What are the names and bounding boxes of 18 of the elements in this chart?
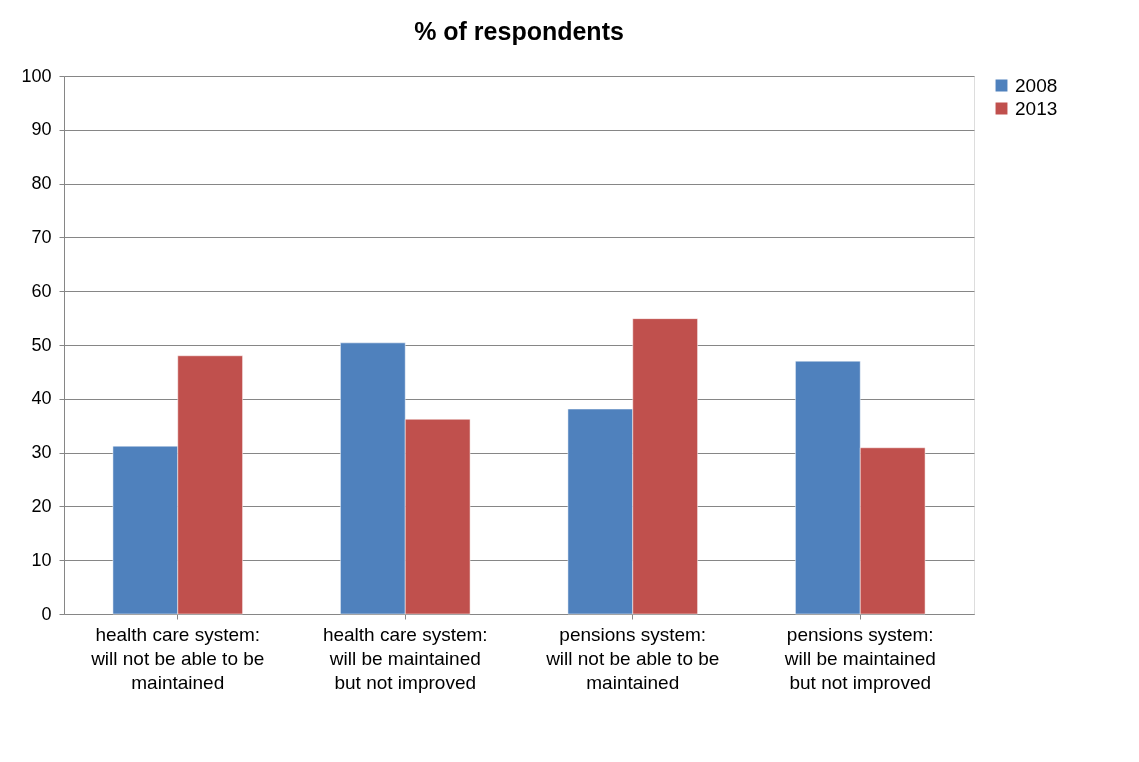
y-tick-label: 10 (31, 549, 52, 570)
y-tick-label: 80 (31, 173, 52, 194)
y-tick-label: 50 (31, 334, 52, 355)
chart-title: % of respondents (414, 17, 624, 45)
x-tick-label: health care system: will not be able to be maintained (90, 623, 265, 693)
legend-label: 2013 (1015, 97, 1058, 119)
x-tick-label: pensions system: will not be able to be maintained (545, 623, 720, 693)
legend-label: 2008 (1015, 74, 1058, 96)
y-tick-label: 20 (31, 495, 52, 516)
y-tick-label: 90 (31, 119, 52, 140)
y-tick-label: 0 (41, 603, 52, 624)
y-tick-label: 40 (31, 388, 52, 409)
y-tick-label: 30 (31, 442, 52, 463)
x-tick-label: health care system: will be maintained but not improved (322, 623, 488, 693)
x-tick-label: pensions system: will be maintained but not improved (783, 623, 936, 693)
y-tick-label: 70 (31, 226, 52, 247)
y-tick-label: 60 (31, 280, 52, 301)
y-tick-label: 100 (21, 65, 52, 86)
